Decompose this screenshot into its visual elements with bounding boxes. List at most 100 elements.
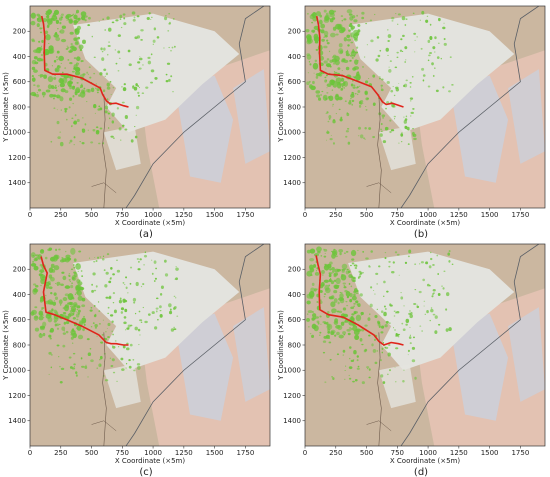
map-image: [30, 6, 270, 208]
map-panel-a: 0 250 500 750 1000 1250 1500 1750 200 400 600 800 10…: [2, 5, 271, 238]
x-tick-label: 500: [85, 211, 98, 219]
planned-path-line: [40, 256, 129, 346]
river-line: [377, 94, 382, 208]
x-tick-label: 250: [329, 211, 342, 219]
map-image: [30, 244, 270, 446]
x-axis-label: X Coordinate (×5m): [115, 219, 185, 227]
x-tick-label: 1250: [450, 211, 468, 219]
x-axis-label: X Coordinate (×5m): [390, 219, 460, 227]
x-tick-label: 500: [85, 449, 98, 457]
y-tick-label: 800: [13, 103, 26, 111]
terrain-blue-region-east: [508, 69, 545, 164]
map-panel-d: 0 250 500 750 1000 1250 1500 1750 200 400 600 800 10…: [277, 243, 546, 477]
river-branch: [91, 182, 117, 194]
river-line: [377, 332, 382, 446]
y-tick-label: 800: [288, 103, 301, 111]
y-tick-label: 1200: [8, 154, 26, 162]
map-image: [305, 6, 545, 208]
x-tick-label: 1250: [450, 449, 468, 457]
y-tick-label: 1000: [8, 129, 26, 137]
y-tick-label: 600: [288, 78, 301, 86]
map-panel-b: 0 250 500 750 1000 1250 1500 1750 200 400 600 800 10…: [277, 5, 546, 238]
x-tick-label: 750: [116, 449, 129, 457]
y-tick-label: 600: [13, 316, 26, 324]
y-tick-label: 400: [13, 53, 26, 61]
y-tick-label: 600: [13, 78, 26, 86]
terrain-blue-region-east: [508, 307, 545, 402]
x-tick-label: 750: [116, 211, 129, 219]
y-tick-label: 1000: [283, 367, 301, 375]
vegetation-layer: [30, 247, 179, 384]
terrain-blue-region-east: [233, 69, 270, 164]
x-tick-label: 1000: [144, 449, 162, 457]
terrain-blue-region: [175, 75, 234, 183]
x-axis-label: X Coordinate (×5m): [115, 457, 185, 465]
y-tick-label: 800: [13, 341, 26, 349]
x-tick-label: 0: [28, 211, 32, 219]
x-tick-label: 1000: [419, 211, 437, 219]
y-tick-label: 800: [288, 341, 301, 349]
terrain-light-region-south: [378, 125, 416, 171]
vegetation-layer: [306, 246, 454, 385]
river-branch: [91, 420, 117, 432]
x-tick-label: 500: [360, 449, 373, 457]
x-tick-label: 1500: [481, 449, 499, 457]
x-tick-label: 0: [303, 211, 307, 219]
x-tick-label: 1500: [206, 449, 224, 457]
panel-label: (d): [414, 467, 428, 477]
road-line: [125, 244, 265, 446]
terrain-blue-region: [450, 75, 509, 183]
river-branch: [366, 182, 392, 194]
y-axis-label: Y Coordinate (×5m): [2, 310, 10, 381]
y-tick-label: 1400: [8, 179, 26, 187]
terrain-blue-region-east: [233, 307, 270, 402]
y-axis-label: Y Coordinate (×5m): [2, 72, 10, 143]
y-tick-label: 200: [288, 28, 301, 36]
road-line: [400, 244, 540, 446]
x-tick-label: 1750: [236, 211, 254, 219]
x-tick-label: 1750: [236, 449, 254, 457]
y-tick-label: 1200: [283, 392, 301, 400]
x-tick-label: 1500: [481, 211, 499, 219]
y-tick-label: 1000: [283, 129, 301, 137]
terrain-blue-region: [450, 313, 509, 421]
road-line: [400, 6, 540, 208]
terrain-light-region-south: [103, 363, 141, 409]
x-tick-label: 1250: [175, 211, 193, 219]
map-panel-c: 0 250 500 750 1000 1250 1500 1750 200 400 600 800 10…: [2, 243, 271, 477]
y-tick-label: 1400: [283, 417, 301, 425]
y-tick-label: 400: [288, 291, 301, 299]
panel-label: (b): [414, 229, 428, 238]
y-tick-label: 200: [288, 266, 301, 274]
river-branch: [366, 420, 392, 432]
river-line: [102, 332, 107, 446]
x-tick-label: 750: [391, 449, 404, 457]
x-tick-label: 1000: [144, 211, 162, 219]
panel-label: (c): [139, 467, 152, 477]
x-tick-label: 0: [303, 449, 307, 457]
x-tick-label: 250: [54, 211, 67, 219]
planned-path-line: [40, 15, 129, 108]
planned-path-line: [315, 255, 404, 346]
x-axis-label: X Coordinate (×5m): [390, 457, 460, 465]
panel-label: (a): [139, 229, 153, 238]
x-tick-label: 1750: [511, 449, 529, 457]
y-tick-label: 1200: [8, 392, 26, 400]
x-tick-label: 0: [28, 449, 32, 457]
map-image: [305, 244, 545, 446]
y-tick-label: 1400: [283, 179, 301, 187]
planned-path-line: [315, 15, 404, 108]
x-tick-label: 1000: [419, 449, 437, 457]
y-tick-label: 600: [288, 316, 301, 324]
river-line: [102, 94, 107, 208]
terrain-blue-region: [175, 313, 234, 421]
y-tick-label: 1000: [8, 367, 26, 375]
y-tick-label: 1400: [8, 417, 26, 425]
y-axis-label: Y Coordinate (×5m): [277, 72, 285, 143]
x-tick-label: 250: [329, 449, 342, 457]
road-line: [125, 6, 265, 208]
y-tick-label: 1200: [283, 154, 301, 162]
y-tick-label: 400: [13, 291, 26, 299]
y-tick-label: 200: [13, 266, 26, 274]
x-tick-label: 1500: [206, 211, 224, 219]
